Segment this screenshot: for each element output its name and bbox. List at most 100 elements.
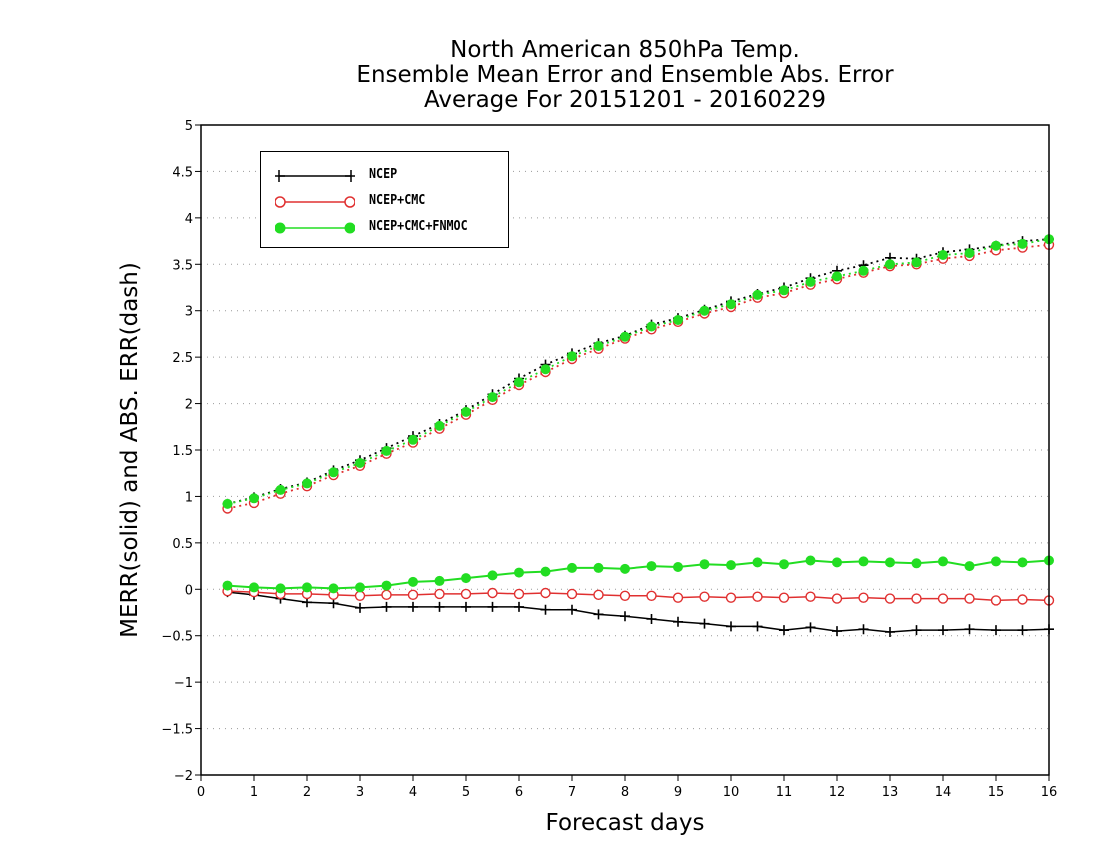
x-axis-label: Forecast days (545, 810, 705, 836)
legend-item-ncep-cmc-fnmoc: NCEP+CMC+FNMOC (261, 216, 510, 240)
merr-point (302, 582, 312, 593)
merr-point (514, 567, 524, 578)
y-tick-label: 0 (185, 583, 193, 598)
abs-err-point (381, 445, 392, 456)
abs-err-point (964, 248, 975, 259)
merr-point (884, 593, 896, 604)
merr-point (434, 601, 445, 612)
merr-point (434, 575, 445, 586)
merr-point (434, 588, 445, 600)
merr-point (938, 625, 948, 636)
merr-point (460, 588, 472, 600)
merr-point (911, 625, 922, 636)
abs-err-point (699, 305, 710, 316)
title-line-1: North American 850hPa Temp. (450, 37, 800, 63)
merr-point (832, 626, 842, 637)
merr-point (619, 590, 631, 601)
merr-point (937, 593, 949, 604)
x-tick-label: 15 (988, 785, 1005, 800)
merr-point (566, 588, 578, 600)
merr-point (593, 609, 604, 620)
merr-point (805, 622, 816, 633)
merr-point (646, 590, 657, 601)
merr-point (990, 595, 1002, 606)
abs-err-point (620, 331, 630, 342)
x-tick-label: 8 (621, 785, 629, 800)
abs-err-point (673, 315, 683, 325)
abs-err-point (302, 478, 312, 489)
merr-point (699, 618, 710, 629)
abs-err-point (434, 420, 445, 431)
abs-err-point (593, 341, 604, 351)
merr-point (991, 556, 1001, 567)
merr-point (725, 592, 737, 603)
chart-title: North American 850hPa Temp. Ensemble Mea… (200, 38, 1050, 113)
x-tick-label: 3 (356, 785, 364, 800)
legend-swatch-ncep (275, 170, 355, 182)
merr-point (858, 556, 869, 567)
y-tick-label: 4.5 (172, 165, 193, 180)
axis-ticks: −2−1.5−1−0.500.511.522.533.544.550 1 2 3 4 5 6… (161, 119, 1057, 800)
x-tick-label: 5 (462, 785, 470, 800)
merr-point (1017, 625, 1028, 636)
x-tick-label: 2 (303, 785, 311, 800)
abs-err-point (461, 406, 471, 417)
abs-err-point (222, 498, 233, 509)
merr-point (487, 601, 498, 612)
merr-point (355, 602, 365, 613)
abs-err-point (752, 289, 763, 300)
merr-point (805, 555, 816, 566)
merr-point (699, 591, 710, 602)
merr-point (408, 576, 418, 587)
merr-point (620, 563, 630, 574)
merr-point (407, 589, 419, 601)
merr-point (646, 614, 657, 624)
x-tick-label: 0 (197, 785, 205, 800)
abs-err-point (408, 434, 418, 445)
x-tick-label: 14 (935, 785, 952, 800)
merr-point (381, 580, 392, 591)
merr-point (461, 601, 471, 612)
abs-err-point (540, 364, 551, 375)
merr-point (779, 625, 789, 636)
merr-point (540, 587, 551, 599)
abs-err-point (779, 285, 789, 296)
merr-point (646, 561, 657, 572)
merr-point (1017, 594, 1028, 605)
plot-frame (200, 124, 1050, 776)
merr-point (354, 590, 366, 601)
y-tick-label: 0.5 (172, 537, 193, 552)
merr-point (832, 557, 842, 568)
abs-err-point (991, 240, 1001, 251)
gridlines (201, 170, 1049, 730)
x-tick-label: 10 (723, 785, 740, 800)
x-tick-label: 9 (674, 785, 682, 800)
abs-err-point (885, 259, 895, 270)
merr-point (381, 589, 392, 601)
merr-point (964, 561, 975, 572)
merr-point (964, 624, 975, 635)
series-layer (222, 234, 1055, 637)
legend-swatch-ncep-cmc (275, 196, 355, 208)
x-tick-label: 13 (882, 785, 899, 800)
merr-point (991, 625, 1001, 636)
y-tick-label: −1.5 (161, 723, 193, 738)
abs-err-point (355, 458, 365, 468)
merr-point (885, 557, 895, 568)
abs-err-point (487, 392, 498, 403)
y-tick-label: 5 (185, 119, 193, 134)
merr-point (513, 588, 525, 600)
merr-point (858, 592, 869, 603)
abs-err-point (911, 257, 922, 268)
merr-point (699, 559, 710, 570)
abs-err-point (858, 265, 869, 276)
merr-point (911, 558, 922, 569)
series-ncep-cmc (222, 239, 1055, 606)
abs-err-line (227, 243, 1050, 510)
merr-line (227, 559, 1050, 590)
y-tick-label: 3 (185, 305, 193, 320)
merr-point (885, 627, 895, 637)
abs-err-point (567, 351, 577, 362)
merr-point (355, 582, 365, 593)
